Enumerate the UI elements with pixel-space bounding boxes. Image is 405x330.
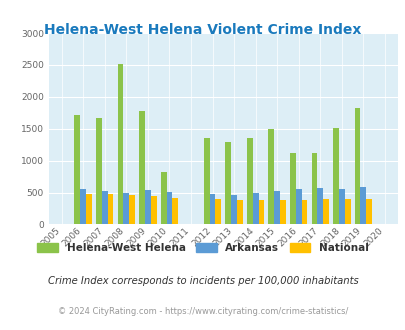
- Bar: [354, 108, 360, 224]
- Bar: [102, 191, 107, 224]
- Bar: [203, 138, 209, 224]
- Bar: [160, 172, 166, 224]
- Bar: [268, 129, 274, 224]
- Text: © 2024 CityRating.com - https://www.cityrating.com/crime-statistics/: © 2024 CityRating.com - https://www.city…: [58, 307, 347, 315]
- Bar: [246, 138, 252, 224]
- Bar: [279, 200, 285, 224]
- Bar: [74, 115, 80, 224]
- Bar: [311, 153, 317, 224]
- Bar: [86, 194, 92, 224]
- Bar: [237, 200, 242, 224]
- Bar: [317, 188, 322, 224]
- Bar: [252, 193, 258, 224]
- Bar: [338, 189, 344, 224]
- Bar: [365, 199, 371, 224]
- Bar: [107, 194, 113, 224]
- Bar: [332, 128, 338, 224]
- Bar: [117, 64, 123, 224]
- Bar: [225, 142, 230, 224]
- Bar: [139, 111, 145, 224]
- Bar: [145, 190, 150, 224]
- Text: Helena-West Helena Violent Crime Index: Helena-West Helena Violent Crime Index: [44, 23, 361, 37]
- Bar: [344, 199, 350, 224]
- Bar: [209, 194, 215, 224]
- Bar: [274, 191, 279, 224]
- Bar: [322, 199, 328, 224]
- Bar: [215, 199, 221, 224]
- Bar: [360, 187, 365, 224]
- Bar: [80, 189, 86, 224]
- Bar: [96, 118, 102, 224]
- Bar: [258, 200, 264, 224]
- Text: Crime Index corresponds to incidents per 100,000 inhabitants: Crime Index corresponds to incidents per…: [47, 276, 358, 286]
- Bar: [129, 195, 135, 224]
- Bar: [301, 200, 307, 224]
- Bar: [166, 192, 172, 224]
- Bar: [295, 189, 301, 224]
- Bar: [172, 198, 178, 224]
- Bar: [289, 153, 295, 224]
- Bar: [123, 192, 129, 224]
- Legend: Helena-West Helena, Arkansas, National: Helena-West Helena, Arkansas, National: [37, 243, 368, 253]
- Bar: [150, 196, 156, 224]
- Bar: [230, 195, 237, 224]
